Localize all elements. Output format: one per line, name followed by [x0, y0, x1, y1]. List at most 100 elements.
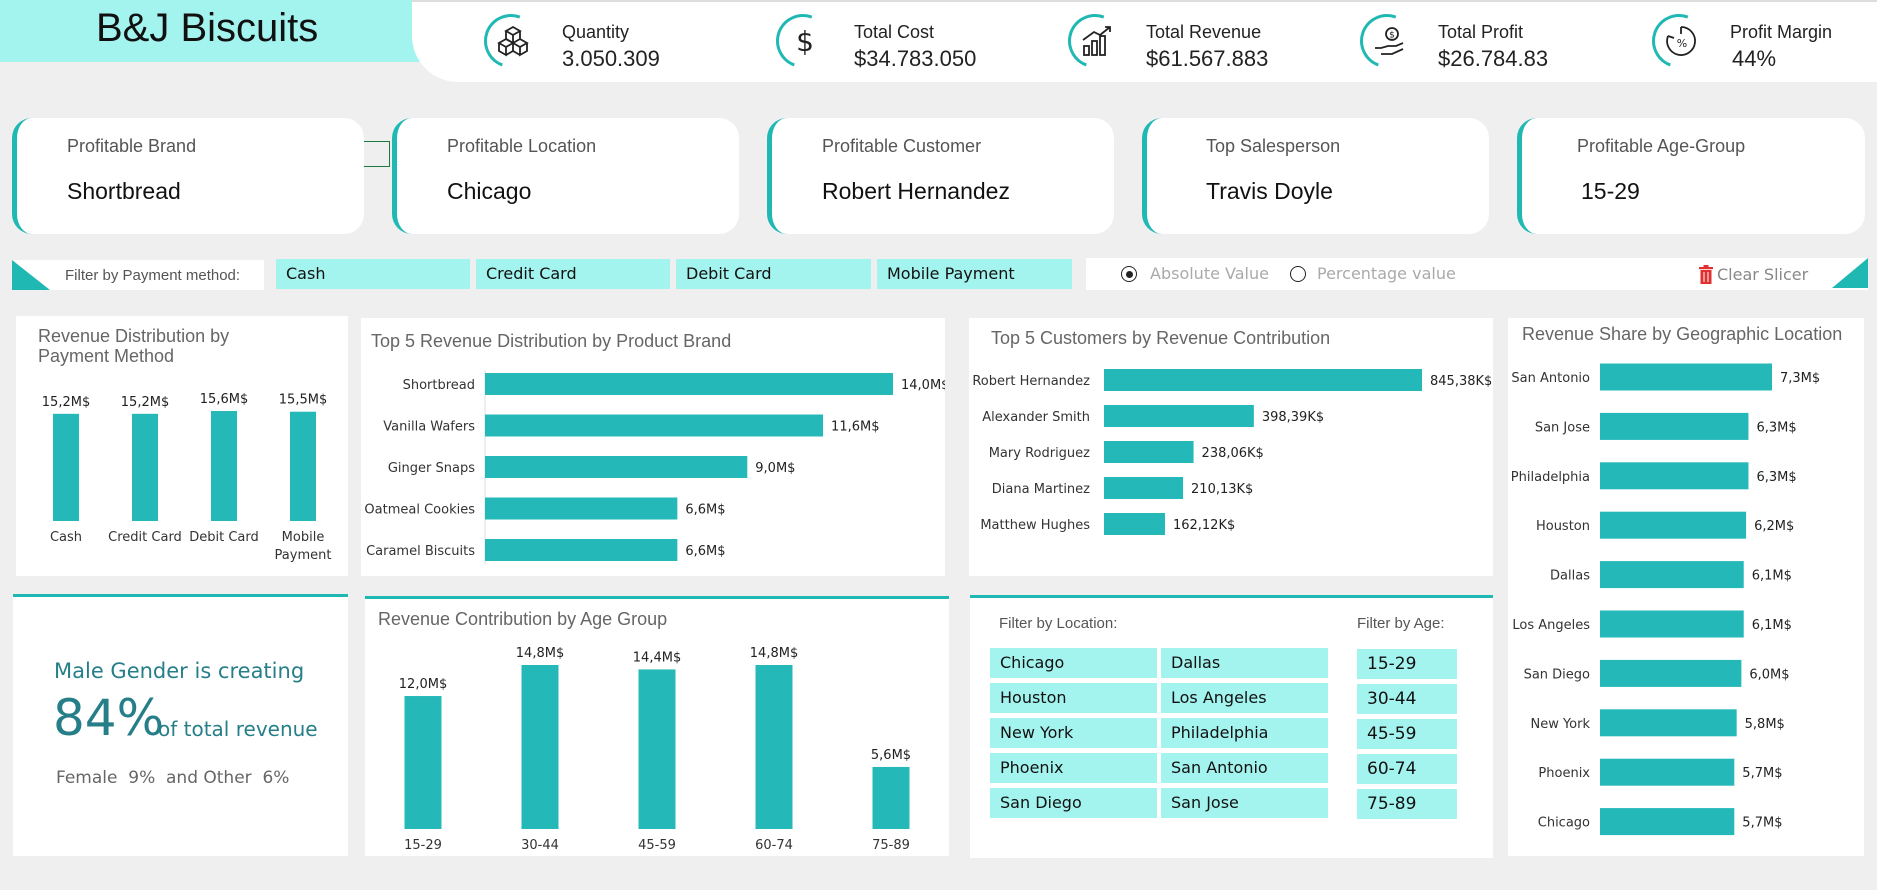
kpi-total-revenue: Total Revenue $61.567.883 — [1059, 5, 1318, 77]
kpi-total-cost: $ Total Cost $34.783.050 — [767, 5, 1016, 77]
location-slicer-new-york[interactable]: New York — [990, 718, 1157, 748]
age-slicer-30-44[interactable]: 30-44 — [1357, 684, 1457, 714]
data-label: 14,8M$ — [516, 646, 564, 661]
data-label: 15,6M$ — [200, 392, 248, 407]
data-label: 210,13K$ — [1191, 482, 1253, 497]
brand-chart-svg: Shortbread 14,0M$ Vanilla Wafers 11,6M$ Ging… — [364, 370, 945, 564]
card-label: Profitable Customer — [822, 136, 982, 156]
bar — [1600, 808, 1735, 836]
category-label: Alexander Smith — [982, 410, 1090, 425]
percentage-value-radio[interactable] — [1290, 266, 1306, 282]
cell-selection-marker — [364, 141, 390, 167]
payment-slicer-mobile-payment[interactable]: Mobile Payment — [877, 259, 1072, 289]
data-label: 9,0M$ — [755, 461, 795, 476]
location-chart-panel: Revenue Share by Geographic Location San… — [1508, 318, 1864, 856]
percentage-value-label: Percentage value — [1317, 264, 1456, 283]
location-slicer-san-antonio[interactable]: San Antonio — [1161, 753, 1328, 783]
age-slicer-75-89[interactable]: 75-89 — [1357, 789, 1457, 819]
bar — [1600, 610, 1744, 638]
payment-chart-svg: 15,2M$ Cash 15,2M$ Credit Card 15,6M$ Debit C… — [42, 392, 332, 563]
data-label: 6,3M$ — [1756, 420, 1796, 435]
location-slicer-los-angeles[interactable]: Los Angeles — [1161, 683, 1328, 713]
data-label: 6,3M$ — [1756, 470, 1796, 485]
category-label: 60-74 — [755, 838, 793, 853]
bar — [1600, 758, 1735, 786]
dashboard-title: B&J Biscuits — [96, 6, 319, 50]
data-label: 15,2M$ — [121, 395, 169, 410]
bar — [290, 411, 316, 521]
category-label: Houston — [1536, 519, 1590, 534]
customers-chart-panel: Top 5 Customers by Revenue Contribution … — [969, 318, 1493, 576]
bar — [485, 414, 824, 437]
bar — [485, 373, 893, 395]
age-slicer-15-29[interactable]: 15-29 — [1357, 649, 1457, 679]
category-label: San Antonio — [1511, 371, 1590, 386]
brand-chart-title: Top 5 Revenue Distribution by Product Br… — [371, 331, 732, 351]
customers-chart-svg: Robert Hernandez 845,38K$ Alexander Smith 3… — [972, 369, 1492, 535]
location-slicer-phoenix[interactable]: Phoenix — [990, 753, 1157, 783]
card-value: 15-29 — [1581, 178, 1640, 204]
bar — [1600, 363, 1772, 391]
bar — [1104, 441, 1194, 463]
kpi-label: Total Revenue — [1146, 22, 1262, 42]
data-label: 845,38K$ — [1430, 374, 1492, 389]
bar — [132, 413, 158, 521]
category-label: Dallas — [1550, 569, 1590, 584]
bar — [1600, 462, 1749, 490]
category-label: Diana Martinez — [992, 482, 1090, 497]
gender-suffix: of total revenue — [158, 717, 318, 741]
payment-slicer-debit-card[interactable]: Debit Card — [676, 259, 871, 289]
kpi-value: $26.784.83 — [1438, 46, 1549, 71]
female-share: Female 9% — [56, 768, 156, 788]
location-slicer-philadelphia[interactable]: Philadelphia — [1161, 718, 1328, 748]
title-banner: B&J Biscuits — [0, 0, 420, 62]
bar — [1600, 659, 1742, 687]
location-slicer-chicago[interactable]: Chicago — [990, 648, 1157, 678]
data-label: 6,6M$ — [685, 544, 725, 559]
bar — [53, 413, 79, 521]
kpi-label: Quantity — [562, 22, 630, 42]
category-label: San Jose — [1535, 420, 1590, 435]
payment-filter-label-box: Filter by Payment method: — [12, 260, 264, 290]
kpi-total-profit: $ Total Profit $26.784.83 — [1351, 5, 1600, 77]
bar — [404, 696, 442, 829]
category-label: Caramel Biscuits — [366, 544, 475, 559]
trash-icon — [1699, 265, 1713, 284]
card-label: Profitable Age-Group — [1577, 136, 1746, 156]
kpi-bar: Quantity 3.050.309 $ Total Cost $34.783.… — [412, 0, 1877, 82]
category-label: 45-59 — [638, 838, 676, 853]
kpi-value: 3.050.309 — [562, 46, 660, 71]
age-filter-label: Filter by Age: — [1357, 615, 1445, 632]
location-slicer-dallas[interactable]: Dallas — [1161, 648, 1328, 678]
location-slicer-houston[interactable]: Houston — [990, 683, 1157, 713]
data-label: 6,1M$ — [1752, 618, 1792, 633]
data-label: 5,8M$ — [1745, 717, 1785, 732]
cubes-icon — [497, 25, 529, 57]
card-profitable-brand: Profitable Brand Shortbread — [12, 118, 364, 234]
card-value: Travis Doyle — [1206, 178, 1333, 204]
card-value: Chicago — [447, 178, 532, 204]
card-profitable-age-group: Profitable Age-Group 15-29 — [1517, 118, 1865, 234]
category-label: Cash — [50, 530, 82, 545]
data-label: 14,4M$ — [633, 650, 681, 665]
customers-chart-title: Top 5 Customers by Revenue Contribution — [991, 328, 1331, 348]
absolute-value-radio[interactable] — [1121, 266, 1137, 282]
brand-chart-panel: Top 5 Revenue Distribution by Product Br… — [361, 318, 945, 576]
bar — [1600, 709, 1737, 737]
payment-slicer-credit-card[interactable]: Credit Card — [476, 259, 670, 289]
bar — [872, 766, 910, 829]
corner-triangle — [1832, 258, 1868, 288]
card-value: Shortbread — [67, 178, 181, 204]
age-slicer-60-74[interactable]: 60-74 — [1357, 754, 1457, 784]
data-label: 6,1M$ — [1752, 569, 1792, 584]
value-mode-bar: Absolute Value Percentage value Clear Sl… — [1086, 258, 1868, 290]
category-label: Matthew Hughes — [980, 518, 1090, 533]
category-label: Oatmeal Cookies — [364, 503, 475, 518]
category-label: 30-44 — [521, 838, 559, 853]
bar — [755, 665, 793, 829]
payment-slicer-cash[interactable]: Cash — [276, 259, 470, 289]
location-slicer-san-diego[interactable]: San Diego — [990, 788, 1157, 818]
location-slicer-san-jose[interactable]: San Jose — [1161, 788, 1328, 818]
kpi-profit-margin: % Profit Margin 44% — [1643, 5, 1862, 77]
age-slicer-45-59[interactable]: 45-59 — [1357, 719, 1457, 749]
